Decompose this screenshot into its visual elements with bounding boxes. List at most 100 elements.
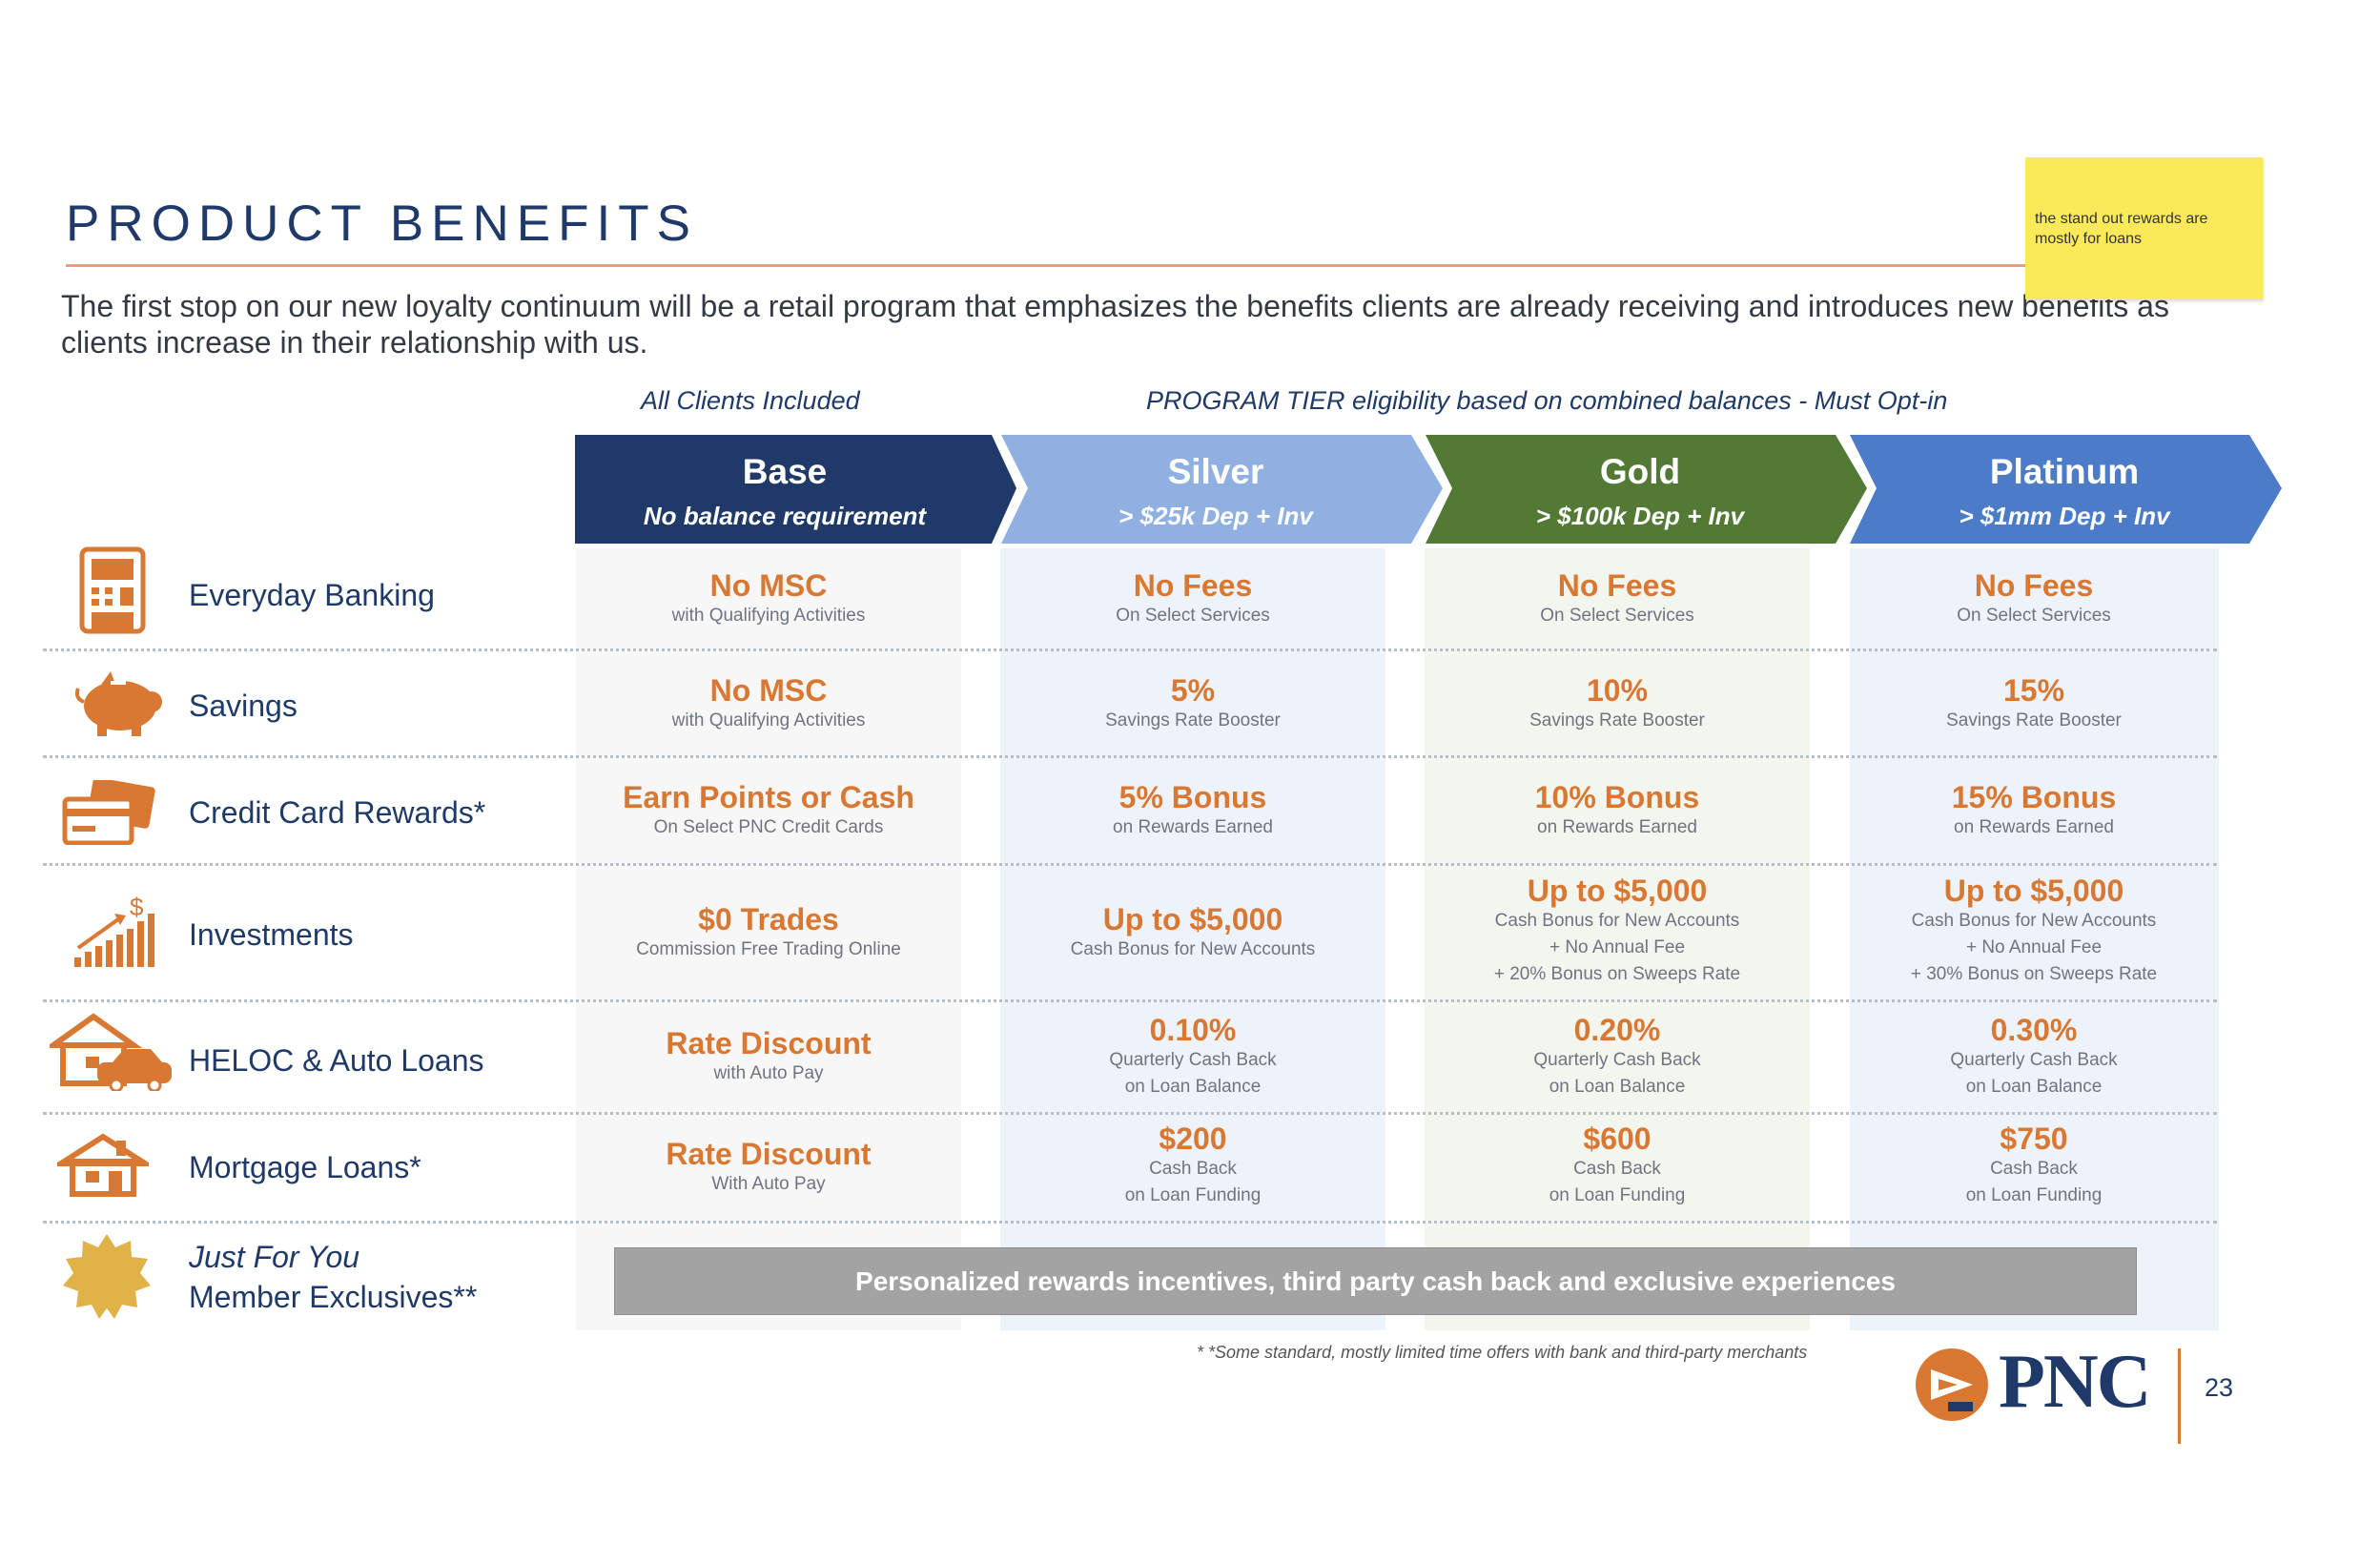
benefit-detail: on Loan Balance xyxy=(1549,1077,1686,1097)
benefit-value: $200 xyxy=(1159,1121,1227,1156)
benefit-cell-base: No MSC with Qualifying Activities xyxy=(578,673,959,734)
benefit-value: Up to $5,000 xyxy=(1102,902,1283,936)
benefit-cell-base: No MSC with Qualifying Activities xyxy=(578,568,959,629)
house-car-icon xyxy=(50,1013,172,1091)
benefit-detail: Quarterly Cash Back xyxy=(1950,1050,2118,1070)
row-label-credit-card-rewards: Credit Card Rewards* xyxy=(189,795,486,830)
benefit-value: 0.30% xyxy=(1990,1013,2078,1047)
pnc-logo-icon xyxy=(1916,1348,1988,1421)
benefit-detail: + No Annual Fee xyxy=(1549,937,1686,957)
row-label-just-for-you: Just For You xyxy=(189,1240,360,1274)
benefit-detail: Cash Back xyxy=(1573,1159,1661,1179)
benefit-detail: Commission Free Trading Online xyxy=(636,939,901,959)
atm-icon xyxy=(79,546,146,634)
benefit-value: $0 Trades xyxy=(698,902,839,936)
benefit-cell-silver: 5% Savings Rate Booster xyxy=(1002,673,1384,734)
benefit-detail: + 30% Bonus on Sweeps Rate xyxy=(1910,964,2158,984)
tier-chevron-polys xyxy=(575,435,2282,544)
chevron-base-draw xyxy=(575,435,1016,544)
row-divider xyxy=(43,1112,2217,1115)
title-divider xyxy=(66,264,2025,267)
benefit-value: No Fees xyxy=(1133,568,1253,603)
row-label-investments: Investments xyxy=(189,917,354,952)
benefit-cell-platinum: 15% Bonus on Rewards Earned xyxy=(1843,780,2225,841)
footnote: * *Some standard, mostly limited time of… xyxy=(1197,1343,1808,1362)
benefit-detail: Quarterly Cash Back xyxy=(1109,1050,1277,1070)
benefit-detail: on Rewards Earned xyxy=(1113,817,1273,837)
benefit-detail: Savings Rate Booster xyxy=(1529,710,1705,730)
benefit-detail: Quarterly Cash Back xyxy=(1533,1050,1701,1070)
benefit-cell-silver: No Fees On Select Services xyxy=(1002,568,1384,629)
column-bg-silver xyxy=(1000,548,1385,1330)
tier-requirement: > $1mm Dep + Inv xyxy=(1959,502,2170,530)
benefit-detail: On Select Services xyxy=(1957,606,2111,626)
row-label-heloc-auto-loans: HELOC & Auto Loans xyxy=(189,1043,484,1078)
benefit-detail: + No Annual Fee xyxy=(1965,937,2103,957)
benefit-cell-gold: Up to $5,000 Cash Bonus for New Accounts +… xyxy=(1426,874,1808,988)
benefit-detail: On Select Services xyxy=(1540,606,1694,626)
benefit-cell-base: Rate Discount With Auto Pay xyxy=(578,1137,959,1198)
tier-requirement: > $100k Dep + Inv xyxy=(1535,502,1745,530)
benefit-cell-silver: Up to $5,000 Cash Bonus for New Accounts xyxy=(1002,902,1384,963)
piggy-bank-icon xyxy=(74,671,162,736)
tier-requirement: No balance requirement xyxy=(643,502,927,530)
all-clients-label: All Clients Included xyxy=(641,386,860,415)
benefit-value: 15% Bonus xyxy=(1951,780,2117,814)
benefit-value: 5% Bonus xyxy=(1118,780,1267,814)
tier-requirement: > $25k Dep + Inv xyxy=(1118,502,1313,530)
tier-header-gold: Gold > $100k Dep + Inv xyxy=(1454,433,1893,545)
svg-text:$: $ xyxy=(130,895,144,921)
member-exclusives-bar: Personalized rewards incentives, third p… xyxy=(614,1247,2137,1315)
row-divider xyxy=(43,999,2217,1002)
benefit-cell-base: Rate Discount with Auto Pay xyxy=(578,1026,959,1087)
tier-name: Silver xyxy=(1167,452,1264,491)
tier-name: Platinum xyxy=(1989,452,2140,491)
sticky-note[interactable]: the stand out rewards are mostly for loa… xyxy=(2025,157,2263,299)
benefit-detail: Cash Bonus for New Accounts xyxy=(1070,939,1316,959)
benefit-detail: on Rewards Earned xyxy=(1954,817,2114,837)
benefit-detail: on Rewards Earned xyxy=(1537,817,1697,837)
benefit-value: Up to $5,000 xyxy=(1527,874,1708,908)
sticky-note-text: the stand out rewards are mostly for loa… xyxy=(2035,211,2208,247)
benefit-detail: On Select Services xyxy=(1116,606,1270,626)
row-label-mortgage-loans: Mortgage Loans* xyxy=(189,1150,421,1184)
chevron-platinum-draw xyxy=(1850,435,2282,544)
column-bg-gold xyxy=(1425,548,1810,1330)
benefit-value: No MSC xyxy=(709,673,828,708)
benefit-value: $750 xyxy=(2000,1121,2068,1156)
benefit-value: Earn Points or Cash xyxy=(623,780,914,814)
benefit-detail: Cash Bonus for New Accounts xyxy=(1494,911,1740,931)
benefit-detail: on Loan Balance xyxy=(1965,1077,2103,1097)
gold-seal-icon xyxy=(63,1234,151,1319)
benefit-detail: Cash Back xyxy=(1149,1159,1237,1179)
chevron-silver-draw xyxy=(1001,435,1443,544)
row-divider xyxy=(43,755,2217,758)
tier-name: Gold xyxy=(1599,452,1681,491)
tier-header-base: Base No balance requirement xyxy=(578,433,1058,545)
benefit-value: 10% xyxy=(1586,673,1649,708)
benefit-value: No MSC xyxy=(709,568,828,603)
benefit-cell-base: $0 Trades Commission Free Trading Online xyxy=(578,902,959,963)
benefit-detail: on Loan Funding xyxy=(1124,1185,1262,1205)
benefit-cell-platinum: 0.30% Quarterly Cash Back on Loan Balance xyxy=(1843,1013,2225,1101)
row-label-everyday-banking: Everyday Banking xyxy=(189,578,435,612)
benefit-detail: Savings Rate Booster xyxy=(1105,710,1281,730)
page-number-divider xyxy=(2178,1348,2181,1444)
benefit-detail: Cash Bonus for New Accounts xyxy=(1911,911,2157,931)
row-divider xyxy=(43,863,2217,866)
benefit-cell-platinum: No Fees On Select Services xyxy=(1843,568,2225,629)
benefit-detail: Savings Rate Booster xyxy=(1946,710,2122,730)
benefit-value: 0.20% xyxy=(1573,1013,1661,1047)
benefit-value: 5% xyxy=(1170,673,1216,708)
benefit-detail: on Loan Funding xyxy=(1549,1185,1686,1205)
growth-chart-icon: $ xyxy=(74,895,154,967)
benefit-detail: with Qualifying Activities xyxy=(671,606,866,626)
benefit-value: Rate Discount xyxy=(666,1026,872,1060)
column-bg-base xyxy=(576,548,961,1330)
page-title: PRODUCT BENEFITS xyxy=(66,195,698,252)
column-bg-platinum xyxy=(1850,548,2219,1330)
benefit-value: $600 xyxy=(1583,1121,1652,1156)
benefit-cell-silver: 5% Bonus on Rewards Earned xyxy=(1002,780,1384,841)
benefit-value: Up to $5,000 xyxy=(1943,874,2124,908)
house-icon xyxy=(57,1133,149,1197)
